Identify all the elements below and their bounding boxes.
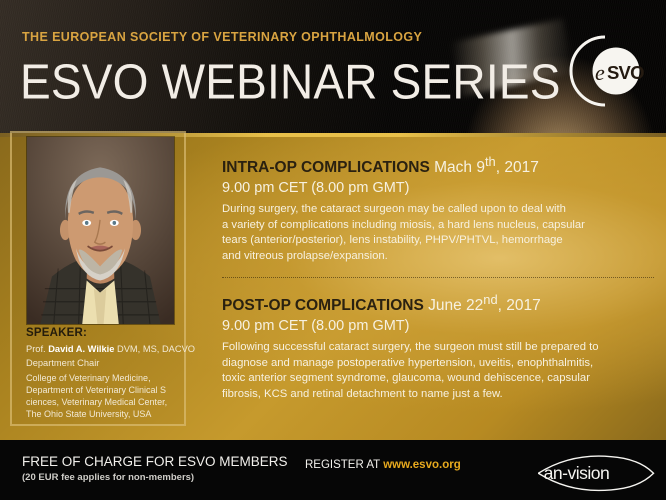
svg-text:e: e [595, 60, 605, 85]
svg-text:SVO: SVO [607, 62, 644, 83]
svg-text:an-vision: an-vision [544, 463, 610, 483]
